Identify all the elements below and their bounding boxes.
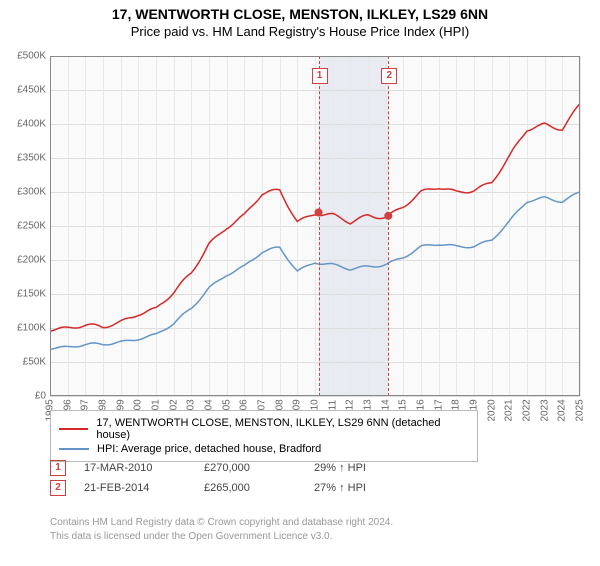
footer: Contains HM Land Registry data © Crown c…: [50, 516, 393, 544]
chart-subtitle: Price paid vs. HM Land Registry's House …: [0, 24, 600, 39]
event-price-1: £270,000: [204, 462, 314, 474]
event-delta-2: 27% ↑ HPI: [314, 482, 424, 494]
event-date-1: 17-MAR-2010: [84, 462, 204, 474]
legend-label-hpi: HPI: Average price, detached house, Brad…: [97, 443, 321, 455]
legend-swatch-hpi: [59, 448, 89, 450]
event-row-1: 1 17-MAR-2010 £270,000 29% ↑ HPI: [50, 460, 424, 476]
xtick-label: 2024: [557, 406, 568, 422]
events-table: 1 17-MAR-2010 £270,000 29% ↑ HPI 2 21-FE…: [50, 456, 424, 500]
xtick-label: 2022: [522, 406, 533, 422]
event-box-1: 1: [50, 460, 66, 476]
event-price-2: £265,000: [204, 482, 314, 494]
ytick-label: £150K: [0, 289, 46, 300]
footer-line-2: This data is licensed under the Open Gov…: [50, 530, 393, 544]
ytick-label: £100K: [0, 323, 46, 334]
legend-row-hpi: HPI: Average price, detached house, Brad…: [59, 443, 469, 455]
xtick-label: 2023: [539, 406, 550, 422]
ytick-label: £450K: [0, 85, 46, 96]
ytick-label: £350K: [0, 153, 46, 164]
chart-title: 17, WENTWORTH CLOSE, MENSTON, ILKLEY, LS…: [0, 6, 600, 22]
axis-border: [50, 56, 580, 396]
xtick-label: 2025: [575, 406, 586, 422]
ytick-label: £200K: [0, 255, 46, 266]
footer-line-1: Contains HM Land Registry data © Crown c…: [50, 516, 393, 530]
event-box-2: 2: [50, 480, 66, 496]
plot-area: 12: [50, 56, 580, 396]
event-date-2: 21-FEB-2014: [84, 482, 204, 494]
ytick-label: £0: [0, 391, 46, 402]
ytick-label: £250K: [0, 221, 46, 232]
event-delta-1: 29% ↑ HPI: [314, 462, 424, 474]
xtick-label: 2020: [486, 406, 497, 422]
ytick-label: £400K: [0, 119, 46, 130]
chart-container: 17, WENTWORTH CLOSE, MENSTON, ILKLEY, LS…: [0, 6, 600, 566]
legend-row-property: 17, WENTWORTH CLOSE, MENSTON, ILKLEY, LS…: [59, 417, 469, 441]
legend-swatch-property: [59, 428, 88, 430]
event-row-2: 2 21-FEB-2014 £265,000 27% ↑ HPI: [50, 480, 424, 496]
legend: 17, WENTWORTH CLOSE, MENSTON, ILKLEY, LS…: [50, 410, 478, 462]
ytick-label: £300K: [0, 187, 46, 198]
xtick-label: 2021: [504, 406, 515, 422]
legend-label-property: 17, WENTWORTH CLOSE, MENSTON, ILKLEY, LS…: [96, 417, 469, 441]
ytick-label: £50K: [0, 357, 46, 368]
ytick-label: £500K: [0, 51, 46, 62]
